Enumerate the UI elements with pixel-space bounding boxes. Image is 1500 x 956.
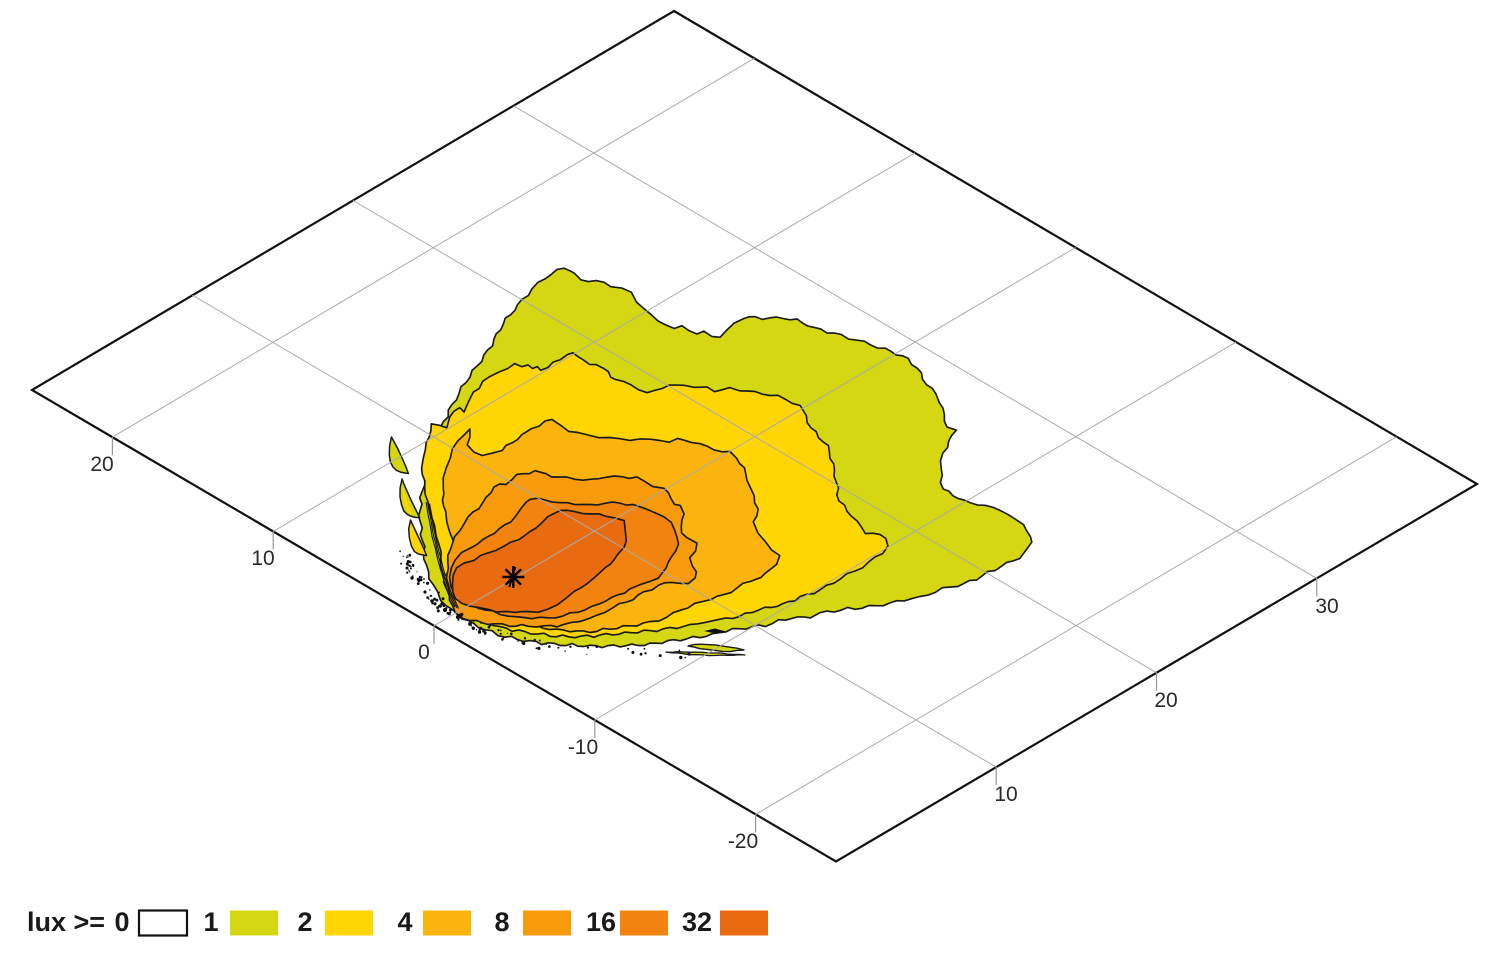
svg-text:0: 0 [418, 641, 430, 664]
svg-text:20: 20 [1154, 689, 1177, 712]
svg-text:4: 4 [397, 907, 412, 937]
svg-text:20: 20 [90, 453, 113, 476]
svg-text:1: 1 [203, 907, 218, 937]
svg-text:lux >=: lux >= [27, 907, 105, 937]
svg-text:10: 10 [251, 547, 274, 570]
svg-text:-10: -10 [568, 736, 598, 759]
svg-text:0: 0 [114, 907, 129, 937]
svg-text:-20: -20 [728, 830, 758, 853]
svg-text:30: 30 [1315, 595, 1338, 618]
svg-text:2: 2 [297, 907, 312, 937]
svg-text:10: 10 [994, 783, 1017, 806]
svg-text:32: 32 [682, 907, 712, 937]
svg-text:16: 16 [586, 907, 616, 937]
svg-text:8: 8 [494, 907, 509, 937]
